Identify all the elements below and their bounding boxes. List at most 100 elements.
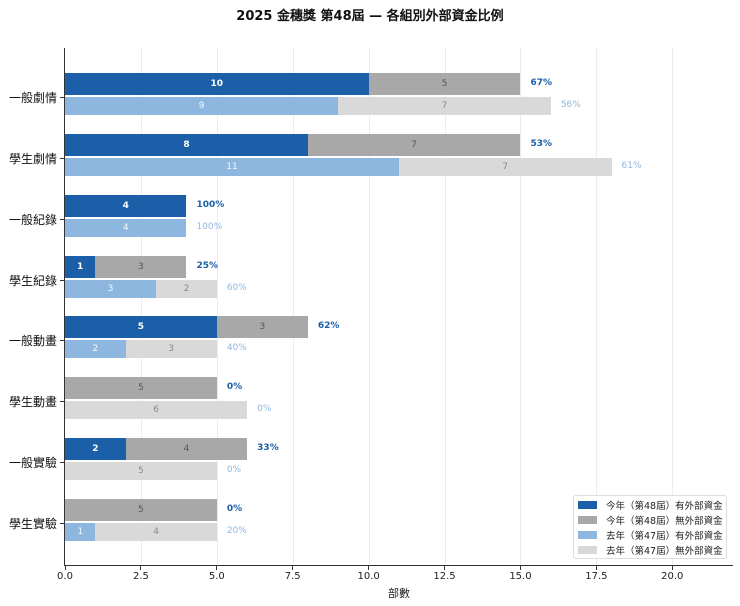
gridline — [520, 48, 522, 565]
x-tick-label: 15.0 — [509, 571, 532, 582]
legend-item: 今年（第48屆）無外部資金 — [578, 513, 723, 527]
category-label: 學生實驗 — [8, 517, 57, 532]
x-tick-mark — [292, 566, 294, 570]
y-tick-mark — [60, 401, 64, 403]
x-tick-mark — [595, 566, 597, 570]
gridline — [444, 48, 446, 565]
last-year-unfunded-bar: 7 — [338, 97, 551, 115]
x-tick-label: 10.0 — [357, 571, 380, 582]
last-year-unfunded-bar: 2 — [156, 279, 217, 298]
this-year-unfunded-bar: 4 — [125, 438, 248, 461]
legend-label: 今年（第48屆）無外部資金 — [606, 516, 723, 527]
this-year-funded-bar: 4 — [65, 194, 187, 217]
x-tick-mark — [519, 566, 521, 570]
percent-label: 53% — [530, 138, 552, 149]
x-tick-label: 2.5 — [132, 571, 149, 582]
last-year-unfunded-bar: 6 — [65, 401, 248, 420]
last-year-unfunded-bar: 4 — [95, 523, 217, 542]
category-label: 一般紀錄 — [8, 212, 57, 227]
gridline — [672, 48, 674, 565]
plot-area: 10 5 67% 9 7 56% 8 7 53% 11 7 61% 4 100% 4 100% 1 3 25% 3 2 6… — [65, 48, 733, 565]
y-tick-mark — [60, 523, 64, 525]
last-year-funded-bar: 1 — [65, 523, 96, 542]
x-tick-label: 12.5 — [433, 571, 456, 582]
this-year-funded-bar: 10 — [65, 73, 369, 95]
gridline — [292, 48, 294, 565]
last-year-unfunded-bar: 7 — [399, 157, 612, 176]
legend-item: 去年（第47屆）有外部資金 — [578, 528, 723, 542]
x-tick-label: 7.5 — [284, 571, 301, 582]
x-tick-mark — [444, 566, 446, 570]
percent-label: 62% — [317, 321, 340, 332]
legend-swatch — [578, 546, 597, 554]
y-tick-mark — [60, 462, 64, 464]
x-tick-mark — [64, 566, 66, 570]
legend-label: 去年（第47屆）無外部資金 — [606, 546, 723, 557]
percent-label: 100% — [196, 199, 225, 210]
this-year-unfunded-bar: 5 — [65, 377, 217, 400]
percent-label: 100% — [196, 221, 223, 232]
y-tick-mark — [60, 218, 64, 220]
category-label: 一般劇情 — [8, 91, 57, 105]
percent-label: 56% — [560, 100, 581, 110]
x-tick-label: 5.0 — [208, 571, 225, 582]
legend-swatch — [578, 501, 597, 509]
y-tick-mark — [60, 340, 64, 342]
percent-label: 20% — [226, 526, 247, 537]
y-tick-mark — [60, 157, 64, 159]
legend: 今年（第48屆）有外部資金 今年（第48屆）無外部資金 去年（第47屆）有外部資金去… — [573, 495, 727, 559]
last-year-funded-bar: 2 — [65, 340, 126, 359]
legend-label: 去年（第47屆）有外部資金 — [606, 531, 723, 542]
x-tick-label: 17.5 — [585, 571, 608, 582]
y-tick-mark — [60, 97, 64, 98]
this-year-unfunded-bar: 7 — [307, 133, 521, 156]
legend-item: 今年（第48屆）有外部資金 — [578, 498, 723, 512]
legend-swatch — [578, 516, 597, 524]
percent-label: 0% — [226, 504, 243, 515]
gridline — [140, 48, 142, 565]
category-label: 一般實驗 — [8, 456, 57, 471]
gridline — [368, 48, 370, 565]
last-year-unfunded-bar: 5 — [65, 462, 217, 481]
x-tick-label: 0.0 — [57, 571, 73, 582]
x-tick-mark — [671, 566, 673, 570]
percent-label: 0% — [257, 404, 272, 415]
category-label: 學生劇情 — [8, 151, 57, 166]
this-year-funded-bar: 5 — [65, 316, 217, 339]
x-axis-line — [64, 565, 733, 566]
x-tick-mark — [216, 566, 218, 570]
x-axis-label: 部數 — [388, 587, 410, 600]
last-year-unfunded-bar: 3 — [125, 340, 217, 359]
gridline — [216, 48, 218, 565]
x-tick-label: 20.0 — [661, 571, 684, 582]
last-year-funded-bar: 4 — [65, 218, 187, 237]
last-year-funded-bar: 11 — [65, 157, 399, 176]
this-year-unfunded-bar: 5 — [368, 73, 521, 95]
this-year-unfunded-bar: 3 — [216, 316, 308, 339]
chart-title: 2025 金穗獎 第48屆 — 各組別外部資金比例 — [236, 9, 504, 24]
last-year-funded-bar: 3 — [65, 279, 157, 298]
category-label: 學生紀錄 — [8, 273, 57, 288]
this-year-funded-bar: 2 — [65, 438, 126, 461]
category-label: 一般動畫 — [8, 334, 57, 349]
percent-label: 25% — [196, 260, 218, 271]
this-year-funded-bar: 8 — [65, 133, 308, 156]
legend-item: 去年（第47屆）無外部資金 — [578, 543, 723, 557]
y-tick-mark — [60, 279, 64, 281]
percent-label: 61% — [621, 160, 642, 171]
this-year-unfunded-bar: 5 — [65, 499, 217, 522]
legend-label: 今年（第48屆）有外部資金 — [606, 501, 723, 512]
category-label: 學生動畫 — [8, 395, 57, 410]
gridline — [596, 48, 598, 565]
percent-label: 40% — [226, 343, 247, 354]
x-tick-mark — [140, 566, 142, 570]
x-tick-mark — [368, 566, 370, 570]
this-year-funded-bar: 1 — [65, 255, 96, 278]
percent-label: 0% — [226, 465, 242, 476]
percent-label: 67% — [530, 78, 552, 88]
percent-label: 33% — [257, 443, 279, 454]
legend-swatch — [578, 531, 597, 539]
y-axis-line — [64, 48, 65, 566]
last-year-funded-bar: 9 — [65, 97, 339, 115]
percent-label: 60% — [226, 282, 247, 293]
